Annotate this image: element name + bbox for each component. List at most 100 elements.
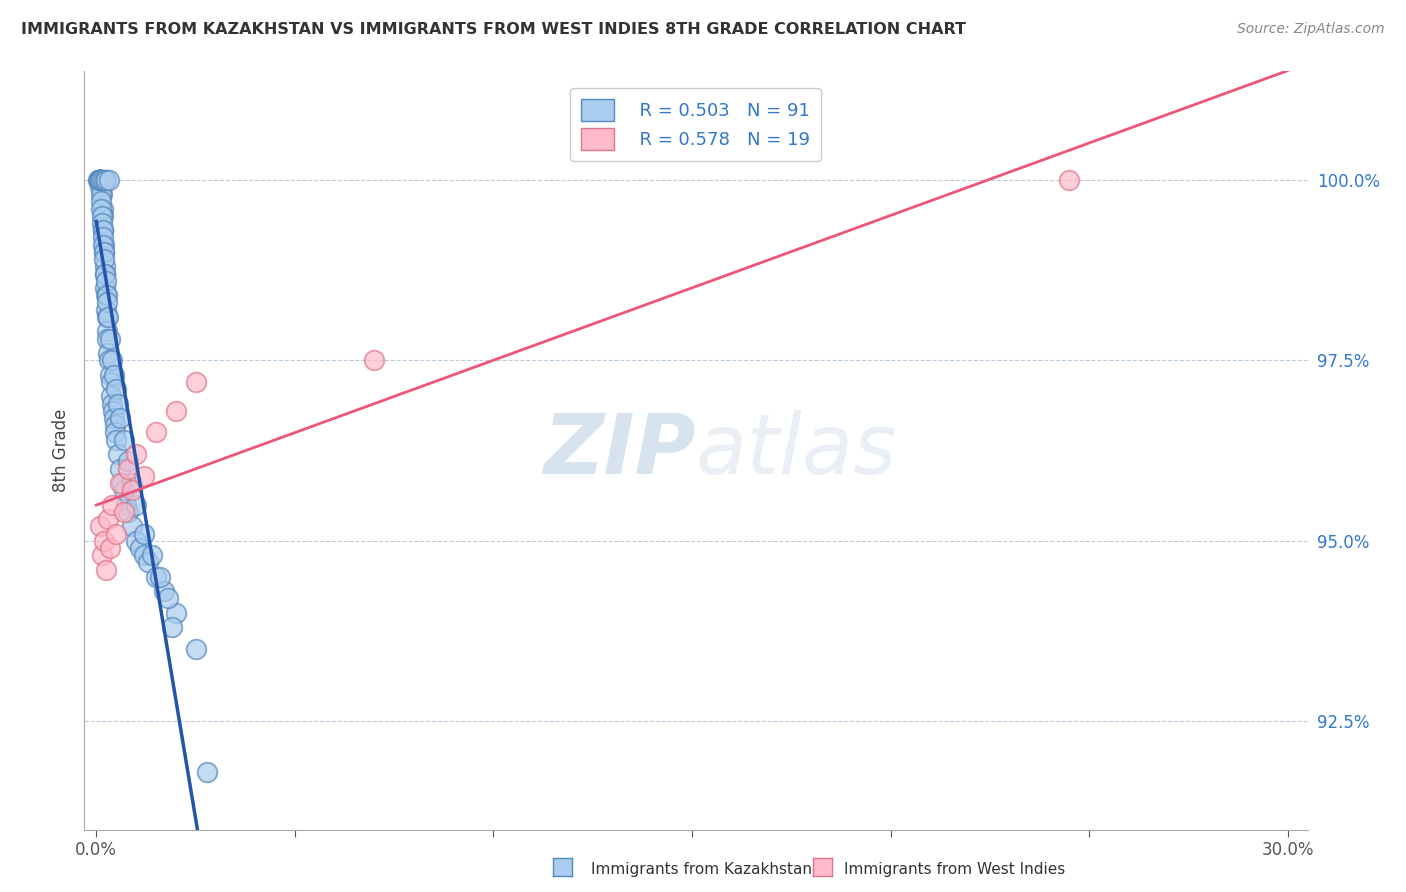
Point [117, 454, 139, 468]
Point [132, 526, 155, 541]
Point [107, 447, 129, 461]
Point [145, 570, 167, 584]
Point [94, 267, 117, 281]
Point [156, 591, 179, 606]
Point [112, 433, 135, 447]
Point [129, 541, 152, 555]
Point [101, 353, 124, 368]
Point [87, 172, 110, 186]
Point [363, 353, 385, 368]
Text: atlas: atlas [696, 410, 897, 491]
Point [90, 209, 112, 223]
Point [93, 172, 115, 186]
Point [90, 172, 112, 186]
Point [145, 425, 167, 440]
Point [100, 389, 122, 403]
Point [184, 375, 207, 389]
Point [89, 172, 111, 186]
Point [89, 180, 111, 194]
Point [136, 555, 159, 569]
Point [108, 475, 131, 490]
Point [103, 418, 125, 433]
Point [97, 310, 120, 324]
Point [112, 483, 135, 498]
Point [96, 563, 118, 577]
Point [89, 172, 111, 186]
Point [105, 382, 128, 396]
Point [115, 498, 138, 512]
Point [94, 267, 117, 281]
Point [93, 244, 115, 259]
Point [87, 172, 110, 186]
Point [93, 533, 115, 548]
Point [108, 411, 131, 425]
Point [89, 172, 111, 186]
Point [101, 403, 124, 417]
Point [91, 230, 114, 244]
Text: Immigrants from West Indies: Immigrants from West Indies [844, 863, 1064, 877]
Point [96, 302, 118, 317]
Point [97, 512, 120, 526]
Point [90, 172, 112, 186]
Point [184, 642, 207, 657]
Point [90, 172, 112, 186]
Point [125, 447, 148, 461]
Point [94, 288, 117, 302]
Point [125, 498, 148, 512]
Point [93, 237, 115, 252]
Point [103, 368, 125, 382]
Point [98, 541, 121, 555]
Point [90, 172, 112, 186]
Point [91, 209, 114, 223]
Point [98, 368, 121, 382]
Point [112, 505, 135, 519]
Point [96, 172, 118, 186]
Point [1059, 172, 1081, 186]
Point [111, 475, 134, 490]
Point [93, 237, 115, 252]
Legend:   R = 0.503   N = 91,   R = 0.578   N = 19: R = 0.503 N = 91, R = 0.578 N = 19 [571, 88, 821, 161]
Text: ZIP: ZIP [543, 410, 696, 491]
Point [87, 172, 110, 186]
Text: Immigrants from Kazakhstan: Immigrants from Kazakhstan [591, 863, 811, 877]
Point [107, 396, 129, 410]
Point [132, 548, 155, 562]
Point [105, 526, 128, 541]
Point [165, 403, 187, 417]
Point [94, 274, 117, 288]
Y-axis label: 8th Grade: 8th Grade [52, 409, 70, 492]
Point [96, 332, 118, 346]
Point [165, 606, 187, 620]
Point [100, 375, 122, 389]
Point [149, 570, 172, 584]
Point [105, 433, 128, 447]
Point [90, 172, 112, 186]
Point [93, 244, 115, 259]
Point [93, 223, 115, 237]
Point [96, 324, 118, 338]
Point [90, 187, 112, 202]
Text: Source: ZipAtlas.com: Source: ZipAtlas.com [1237, 22, 1385, 37]
Point [90, 194, 112, 209]
Point [91, 187, 114, 202]
Point [104, 425, 127, 440]
Point [108, 461, 131, 475]
Point [121, 475, 143, 490]
Point [101, 498, 124, 512]
Point [93, 260, 115, 274]
Point [91, 216, 114, 230]
Point [141, 548, 163, 562]
Point [89, 519, 111, 533]
Point [91, 548, 114, 562]
Point [117, 505, 139, 519]
Point [117, 461, 139, 475]
Point [103, 411, 125, 425]
Point [152, 584, 174, 599]
Point [90, 202, 112, 216]
Point [98, 172, 121, 186]
Point [87, 172, 110, 186]
Point [89, 172, 111, 186]
Point [87, 172, 110, 186]
Point [197, 764, 219, 779]
Point [125, 533, 148, 548]
